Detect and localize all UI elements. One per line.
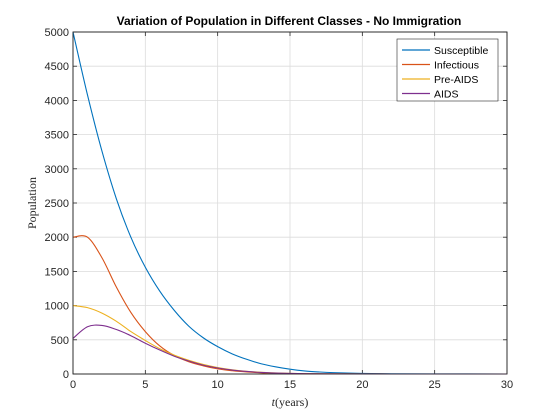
- y-tick-label: 0: [63, 369, 69, 381]
- y-tick-label: 4000: [45, 95, 69, 107]
- plot-frame: [72, 31, 508, 375]
- y-tick-label: 3000: [45, 164, 69, 176]
- x-tick-label: 0: [70, 379, 76, 391]
- legend-label-aids: AIDS: [434, 89, 459, 101]
- legend-box: [396, 38, 499, 102]
- y-axis-label: Population: [25, 177, 39, 229]
- y-tick-label: 500: [51, 335, 69, 347]
- grid: [73, 32, 507, 374]
- y-tick-label: 4500: [45, 61, 69, 73]
- x-axis-label: t(years): [272, 395, 309, 409]
- legend: Susceptible Infectious Pre-AIDS AIDS: [396, 38, 499, 102]
- legend-items: Susceptible Infectious Pre-AIDS AIDS: [402, 45, 488, 101]
- legend-label-pre-aids: Pre-AIDS: [434, 74, 478, 86]
- series-line-susceptible: [72, 31, 508, 375]
- legend-label-susceptible: Susceptible: [434, 45, 488, 57]
- x-axis-label-unit: (years): [275, 395, 308, 409]
- chart-title: Variation of Population in Different Cla…: [117, 14, 462, 28]
- x-axis-label-var: t: [272, 395, 276, 409]
- x-tick-label: 20: [356, 379, 368, 391]
- x-tick-label: 25: [429, 379, 441, 391]
- y-tick-label: 1000: [45, 301, 69, 313]
- y-tick-label: 5000: [45, 27, 69, 39]
- x-tick-label: 30: [501, 379, 513, 391]
- y-tick-label: 2000: [45, 232, 69, 244]
- legend-label-infectious: Infectious: [434, 60, 479, 72]
- y-tick-label: 3500: [45, 130, 69, 142]
- x-tick-label: 5: [142, 379, 148, 391]
- x-tick-label: 15: [284, 379, 296, 391]
- y-tick-label: 1500: [45, 266, 69, 278]
- ticks: 0 5 10 15 20 25 30 0 500 1000 1500 2000 2500 3000 3500…: [45, 27, 514, 391]
- x-tick-label: 10: [212, 379, 224, 391]
- y-tick-label: 2500: [45, 198, 69, 210]
